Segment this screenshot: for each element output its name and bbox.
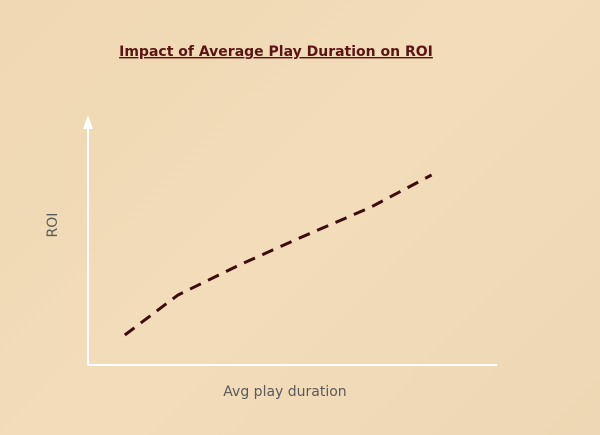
y-axis-label: ROI xyxy=(45,213,61,238)
x-axis-label: Avg play duration xyxy=(223,384,346,400)
line xyxy=(123,173,433,337)
chart-title: Impact of Average Play Duration on ROI xyxy=(119,44,433,60)
y-axis-arrow xyxy=(83,115,93,129)
